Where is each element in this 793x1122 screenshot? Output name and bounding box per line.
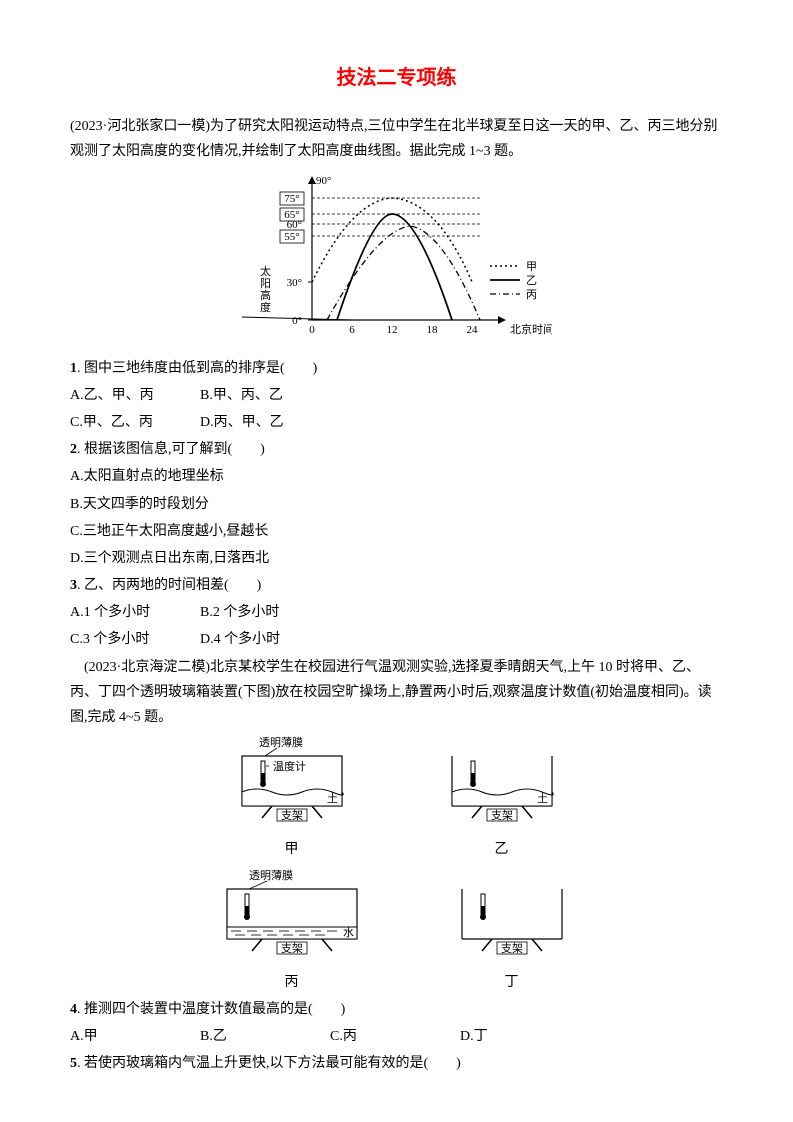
x-label: 北京时间 (510, 322, 552, 336)
q2-opt-b: B.天文四季的时段划分 (70, 492, 723, 517)
fig2-ding: 支架 丁 (447, 869, 577, 995)
q1-opt-a: A.乙、甲、丙 (70, 383, 200, 408)
q1-opt-d: D.丙、甲、乙 (200, 410, 330, 435)
q1-text: 图中三地纬度由低到高的排序是( ) (84, 361, 317, 376)
stand-label-jia: 支架 (281, 809, 303, 822)
q4-opt-a: A.甲 (70, 1024, 200, 1049)
membrane-label-bing: 透明薄膜 (249, 869, 293, 882)
q3-opt-a: A.1 个多小时 (70, 600, 200, 625)
fig-label-ding: 丁 (447, 970, 577, 995)
q4-opts: A.甲 B.乙 C.丙 D.丁 (70, 1024, 723, 1049)
x-6: 6 (349, 324, 355, 336)
x-18: 18 (426, 324, 438, 336)
soil-label-jia: 土 (327, 792, 338, 805)
q5-num: 5 (70, 1056, 77, 1071)
q3-opts-row2: C.3 个多小时 D.4 个多小时 (70, 627, 723, 652)
q4-opt-b: B.乙 (200, 1024, 330, 1049)
q5-text: 若使丙玻璃箱内气温上升更快,以下方法最可能有效的是( ) (84, 1056, 461, 1071)
q1-opt-c: C.甲、乙、丙 (70, 410, 200, 435)
q3-opt-c: C.3 个多小时 (70, 627, 200, 652)
y-label-1: 太 (260, 265, 271, 278)
q3-num: 3 (70, 578, 77, 593)
membrane-label-jia: 透明薄膜 (259, 736, 303, 749)
passage2-intro: (2023·北京海淀二模)北京某校学生在校园进行气温观测实验,选择夏季晴朗天气,… (70, 655, 723, 731)
fig-label-bing: 丙 (217, 970, 367, 995)
y-mark-65: 65° (284, 209, 299, 221)
fig2-row2: 透明薄膜 水 支架 丙 (70, 869, 723, 995)
q2-opt-c: C.三地正午太阳高度越小,昼越长 (70, 519, 723, 544)
chart1-figure: 0° 30° 55° 60° 65° 75° 90° 0 6 12 18 24 … (70, 170, 723, 349)
fig2-bing: 透明薄膜 水 支架 丙 (217, 869, 367, 995)
legend-jia: 甲 (526, 261, 537, 273)
q3-opts-row1: A.1 个多小时 B.2 个多小时 (70, 600, 723, 625)
water-label-bing: 水 (343, 926, 354, 939)
passage1-intro: (2023·河北张家口一模)为了研究太阳视运动特点,三位中学生在北半球夏至日这一… (70, 114, 723, 164)
y-tick-0: 0° (292, 315, 302, 327)
q4-opt-d: D.丁 (460, 1024, 590, 1049)
q2-opt-d: D.三个观测点日出东南,日落西北 (70, 546, 723, 571)
q1-opt-b: B.甲、丙、乙 (200, 383, 330, 408)
y-mark-90: 90° (316, 175, 331, 187)
q3-opt-d: D.4 个多小时 (200, 627, 330, 652)
q2-num: 2 (70, 442, 77, 457)
q4-opt-c: C.丙 (330, 1024, 460, 1049)
stand-label-bing: 支架 (281, 942, 303, 955)
q2-opt-a: A.太阳直射点的地理坐标 (70, 464, 723, 489)
soil-label-yi: 土 (537, 792, 548, 805)
y-label-4: 度 (260, 300, 271, 314)
fig-label-yi: 乙 (437, 837, 567, 862)
q4-num: 4 (70, 1002, 77, 1017)
fig-label-jia: 甲 (227, 837, 357, 862)
q1-num: 1 (70, 361, 77, 376)
fig2-yi: 土 支架 乙 (437, 736, 567, 862)
y-label-2: 阳 (260, 277, 271, 290)
fig2-jia: 透明薄膜 土 温度计 支架 甲 (227, 736, 357, 862)
q2: 2. 根据该图信息,可了解到( ) (70, 437, 723, 462)
q3: 3. 乙、丙两地的时间相差( ) (70, 573, 723, 598)
q2-text: 根据该图信息,可了解到( ) (84, 442, 265, 457)
legend-yi: 乙 (526, 274, 537, 287)
y-tick-30: 30° (286, 277, 301, 289)
stand-label-ding: 支架 (501, 942, 523, 955)
legend-bing: 丙 (526, 289, 537, 301)
y-mark-75: 75° (284, 193, 299, 205)
x-0: 0 (309, 324, 315, 336)
stand-label-yi: 支架 (491, 809, 513, 822)
q3-text: 乙、丙两地的时间相差( ) (84, 578, 261, 593)
q1-opts-row1: A.乙、甲、丙 B.甲、丙、乙 (70, 383, 723, 408)
q4: 4. 推测四个装置中温度计数值最高的是( ) (70, 997, 723, 1022)
page-title: 技法二专项练 (70, 60, 723, 96)
x-24: 24 (466, 324, 478, 336)
fig2-row1: 透明薄膜 土 温度计 支架 甲 土 (70, 736, 723, 862)
thermo-label-jia: 温度计 (273, 759, 306, 773)
q4-text: 推测四个装置中温度计数值最高的是( ) (84, 1002, 345, 1017)
q5: 5. 若使丙玻璃箱内气温上升更快,以下方法最可能有效的是( ) (70, 1051, 723, 1076)
q1-opts-row2: C.甲、乙、丙 D.丙、甲、乙 (70, 410, 723, 435)
q3-opt-b: B.2 个多小时 (200, 600, 330, 625)
x-12: 12 (386, 324, 397, 336)
y-label-3: 高 (260, 288, 271, 302)
y-mark-55: 55° (284, 231, 299, 243)
q1: 1. 图中三地纬度由低到高的排序是( ) (70, 356, 723, 381)
